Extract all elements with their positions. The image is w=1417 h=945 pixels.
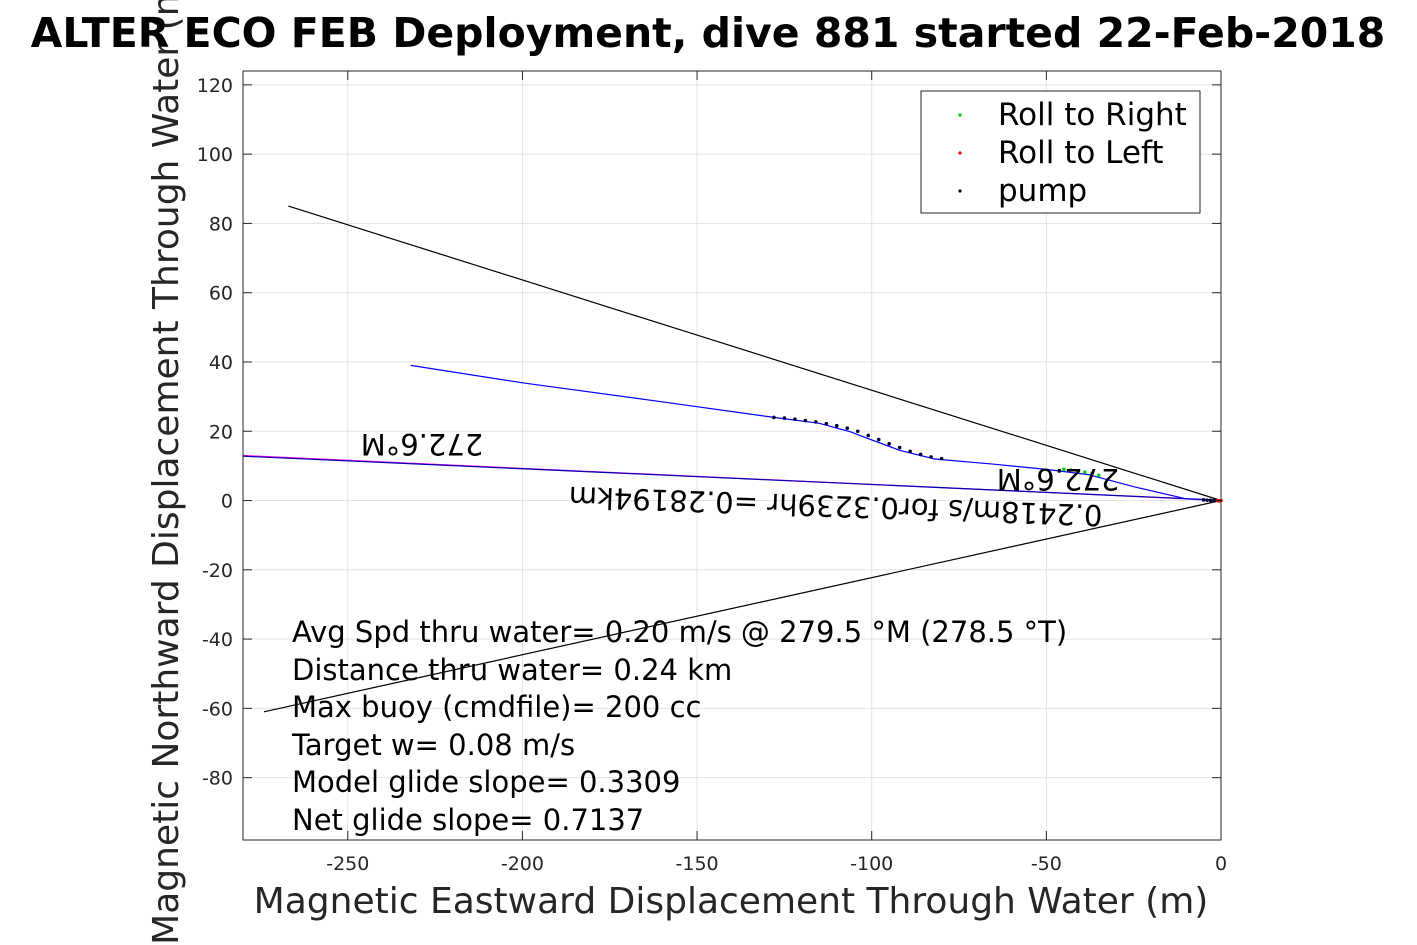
y-tick-label: 120 (197, 75, 233, 97)
pump-point (855, 429, 860, 434)
pump-point (814, 420, 818, 424)
pump-point (887, 441, 891, 446)
pump-point (866, 433, 871, 438)
stat-distance: Distance thru water= 0.24 km (292, 653, 732, 687)
x-tick-label: -100 (850, 853, 893, 875)
stat-max-buoy: Max buoy (cmdfile)= 200 cc (292, 690, 701, 724)
x-tick-label: -50 (1031, 853, 1062, 875)
heading-annotation-far: 272.6°M (361, 427, 484, 461)
legend-label-roll-right: Roll to Right (998, 97, 1187, 133)
heading-line-overlay-series (242, 455, 1222, 501)
pump-point (845, 426, 850, 430)
y-axis-label: Magnetic Northward Displacement Through … (146, 0, 187, 945)
stats-block: Avg Spd thru water= 0.20 m/s @ 279.5 °M … (291, 615, 1067, 837)
x-tick-label: -200 (501, 853, 544, 875)
legend-marker-pump (958, 189, 962, 193)
roll-right-point (1089, 471, 1094, 476)
y-tick-label: 80 (209, 213, 233, 235)
y-tick-label: 0 (221, 491, 233, 513)
legend: Roll to Right Roll to Left pump (920, 90, 1201, 214)
pump-point (782, 416, 787, 420)
tick-layer: -250 -200 -150 -100 -50 0-80-60-40-2002040608… (197, 71, 1227, 875)
plot-frame (242, 70, 1222, 841)
pump-point (929, 455, 933, 459)
legend-marker-roll-left (958, 151, 962, 155)
pump-point (793, 417, 797, 421)
pump-point (897, 445, 902, 450)
y-tick-label: -40 (202, 629, 233, 651)
envelope-upper-series (288, 205, 1222, 502)
y-tick-label: 20 (209, 421, 233, 443)
series-layer (242, 205, 1222, 713)
marker-layer (772, 415, 1223, 503)
pump-point (1205, 498, 1209, 502)
pump-point (876, 437, 881, 442)
pump-point (1201, 498, 1206, 502)
envelope-lower-series (263, 499, 1222, 713)
roll-right-point (1082, 470, 1087, 474)
pump-point (824, 421, 829, 426)
roll-right-point (1062, 467, 1066, 472)
y-tick-label: 100 (197, 144, 233, 166)
heading-annotation-near: 272.6°M (997, 462, 1120, 496)
track-series (410, 364, 1222, 502)
stat-avg-speed: Avg Spd thru water= 0.20 m/s @ 279.5 °M … (292, 615, 1067, 649)
x-tick-label: -250 (326, 853, 369, 875)
x-axis-label: Magnetic Eastward Displacement Through W… (254, 881, 1209, 922)
chart-title: ALTER ECO FEB Deployment, dive 881 start… (31, 9, 1386, 57)
stat-net-glide: Net glide slope= 0.7137 (292, 803, 644, 837)
stat-target-w: Target w= 0.08 m/s (291, 728, 575, 762)
legend-label-roll-left: Roll to Left (998, 135, 1164, 171)
pump-point (908, 449, 912, 454)
x-tick-label: 0 (1215, 853, 1227, 875)
legend-box (920, 90, 1201, 214)
legend-marker-roll-right (958, 113, 962, 117)
y-tick-label: 60 (209, 283, 233, 305)
legend-label-pump: pump (998, 173, 1087, 209)
y-tick-label: -80 (202, 768, 233, 790)
roll-right-point (1096, 473, 1101, 478)
roll-right-point (1069, 468, 1073, 472)
pump-point (939, 456, 944, 461)
roll-right-point (1075, 469, 1080, 473)
pump-point (918, 452, 923, 457)
pump-point (772, 415, 776, 420)
pump-point (1208, 498, 1213, 503)
pump-point (834, 423, 839, 428)
stat-model-glide: Model glide slope= 0.3309 (292, 765, 680, 799)
y-tick-label: -60 (202, 698, 233, 720)
y-tick-label: -20 (202, 560, 233, 582)
y-tick-label: 40 (209, 352, 233, 374)
pump-point (803, 418, 808, 423)
x-tick-label: -150 (676, 853, 719, 875)
